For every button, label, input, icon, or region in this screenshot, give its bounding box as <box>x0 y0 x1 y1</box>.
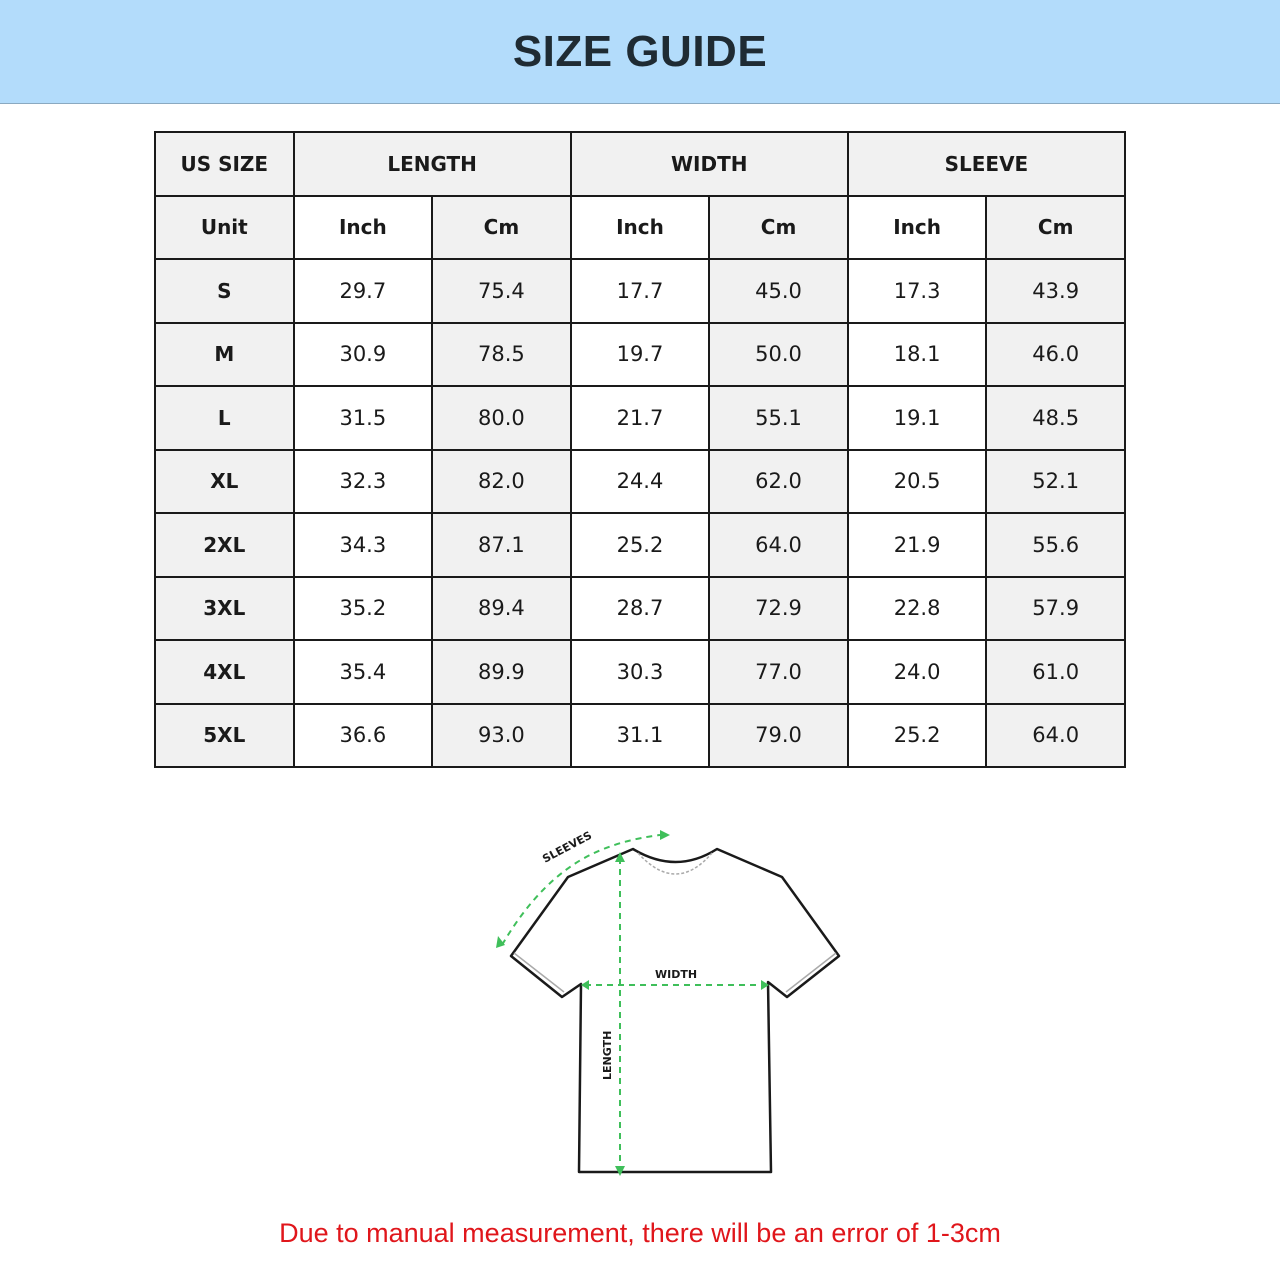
table-row: 4XL 35.4 89.9 30.3 77.0 24.0 61.0 <box>154 639 1126 705</box>
unit-header: Inch <box>292 194 434 260</box>
measurement-cell: 19.7 <box>569 321 711 387</box>
measurement-cell: 30.3 <box>569 639 711 705</box>
measurement-cell: 64.0 <box>985 702 1126 768</box>
unit-header: Inch <box>569 194 711 260</box>
measurement-cell: 20.5 <box>846 448 988 514</box>
header-us-size: US SIZE <box>154 131 295 197</box>
size-table: US SIZE LENGTH WIDTH SLEEVE Unit Inch Cm In… <box>154 131 1127 768</box>
header-width: WIDTH <box>569 131 849 197</box>
group-header-row: US SIZE LENGTH WIDTH SLEEVE <box>154 131 1127 197</box>
measurement-cell: 78.5 <box>431 321 572 387</box>
size-cell: 3XL <box>154 575 295 641</box>
measurement-cell: 24.0 <box>846 639 988 705</box>
measurement-cell: 52.1 <box>985 448 1126 514</box>
table-row: M 30.9 78.5 19.7 50.0 18.1 46.0 <box>154 321 1126 387</box>
measurement-cell: 64.0 <box>708 512 849 578</box>
measurement-cell: 87.1 <box>431 512 572 578</box>
measurement-cell: 32.3 <box>292 448 434 514</box>
header-length: LENGTH <box>292 131 572 197</box>
measurement-cell: 35.2 <box>292 575 434 641</box>
measurement-cell: 25.2 <box>846 702 988 768</box>
unit-row: Unit Inch Cm Inch Cm Inch Cm <box>154 194 1126 260</box>
measurement-cell: 45.0 <box>708 258 849 324</box>
measurement-cell: 55.1 <box>708 385 849 451</box>
measurement-cell: 77.0 <box>708 639 849 705</box>
measurement-cell: 72.9 <box>708 575 849 641</box>
measurement-cell: 43.9 <box>985 258 1126 324</box>
measurement-cell: 46.0 <box>985 321 1126 387</box>
measurement-cell: 57.9 <box>985 575 1126 641</box>
measurement-cell: 17.3 <box>846 258 988 324</box>
title-banner: SIZE GUIDE <box>0 0 1280 104</box>
measurement-cell: 19.1 <box>846 385 988 451</box>
sleeve-measure-line <box>501 834 661 946</box>
table-row: 3XL 35.2 89.4 28.7 72.9 22.8 57.9 <box>154 575 1126 641</box>
width-label: WIDTH <box>655 968 697 981</box>
sleeves-label: SLEEVES <box>540 829 594 866</box>
measurement-cell: 29.7 <box>292 258 434 324</box>
table-row: 2XL 34.3 87.1 25.2 64.0 21.9 55.6 <box>154 512 1126 578</box>
measurement-cell: 62.0 <box>708 448 849 514</box>
measurement-cell: 48.5 <box>985 385 1126 451</box>
measurement-cell: 82.0 <box>431 448 572 514</box>
size-cell: 4XL <box>154 639 295 705</box>
measurement-cell: 31.1 <box>569 702 711 768</box>
size-cell: L <box>154 385 295 451</box>
size-cell: 2XL <box>154 512 295 578</box>
size-cell: S <box>154 258 295 324</box>
unit-header: Cm <box>431 194 572 260</box>
table-row: XL 32.3 82.0 24.4 62.0 20.5 52.1 <box>154 448 1126 514</box>
unit-label: Unit <box>154 194 295 260</box>
table-row: L 31.5 80.0 21.7 55.1 19.1 48.5 <box>154 385 1126 451</box>
measurement-cell: 30.9 <box>292 321 434 387</box>
measurement-cell: 21.9 <box>846 512 988 578</box>
measurement-cell: 21.7 <box>569 385 711 451</box>
measurement-cell: 80.0 <box>431 385 572 451</box>
measurement-cell: 31.5 <box>292 385 434 451</box>
measurement-cell: 34.3 <box>292 512 434 578</box>
measurement-cell: 18.1 <box>846 321 988 387</box>
measurement-cell: 93.0 <box>431 702 572 768</box>
size-cell: XL <box>154 448 295 514</box>
table-row: S 29.7 75.4 17.7 45.0 17.3 43.9 <box>154 258 1126 324</box>
measurement-cell: 50.0 <box>708 321 849 387</box>
header-sleeve: SLEEVE <box>846 131 1127 197</box>
unit-header: Cm <box>985 194 1126 260</box>
measurement-cell: 35.4 <box>292 639 434 705</box>
measurement-cell: 75.4 <box>431 258 572 324</box>
measurement-cell: 61.0 <box>985 639 1126 705</box>
measurement-disclaimer: Due to manual measurement, there will be… <box>279 1218 1001 1248</box>
measurement-cell: 89.4 <box>431 575 572 641</box>
unit-header: Inch <box>846 194 988 260</box>
measurement-cell: 25.2 <box>569 512 711 578</box>
measurement-cell: 79.0 <box>708 702 849 768</box>
table-row: 5XL 36.6 93.0 31.1 79.0 25.2 64.0 <box>154 702 1126 768</box>
tshirt-outline <box>509 847 841 1174</box>
measurement-cell: 36.6 <box>292 702 434 768</box>
measurement-cell: 89.9 <box>431 639 572 705</box>
measurement-cell: 17.7 <box>569 258 711 324</box>
size-cell: M <box>154 321 295 387</box>
size-cell: 5XL <box>154 702 295 768</box>
measurement-cell: 22.8 <box>846 575 988 641</box>
length-label: LENGTH <box>601 1031 614 1080</box>
measurement-cell: 24.4 <box>569 448 711 514</box>
page-title: SIZE GUIDE <box>512 26 768 76</box>
measurement-cell: 55.6 <box>985 512 1126 578</box>
unit-header: Cm <box>708 194 849 260</box>
measurement-cell: 28.7 <box>569 575 711 641</box>
tshirt-measurement-diagram: SLEEVES WIDTH LENGTH <box>496 829 841 1176</box>
